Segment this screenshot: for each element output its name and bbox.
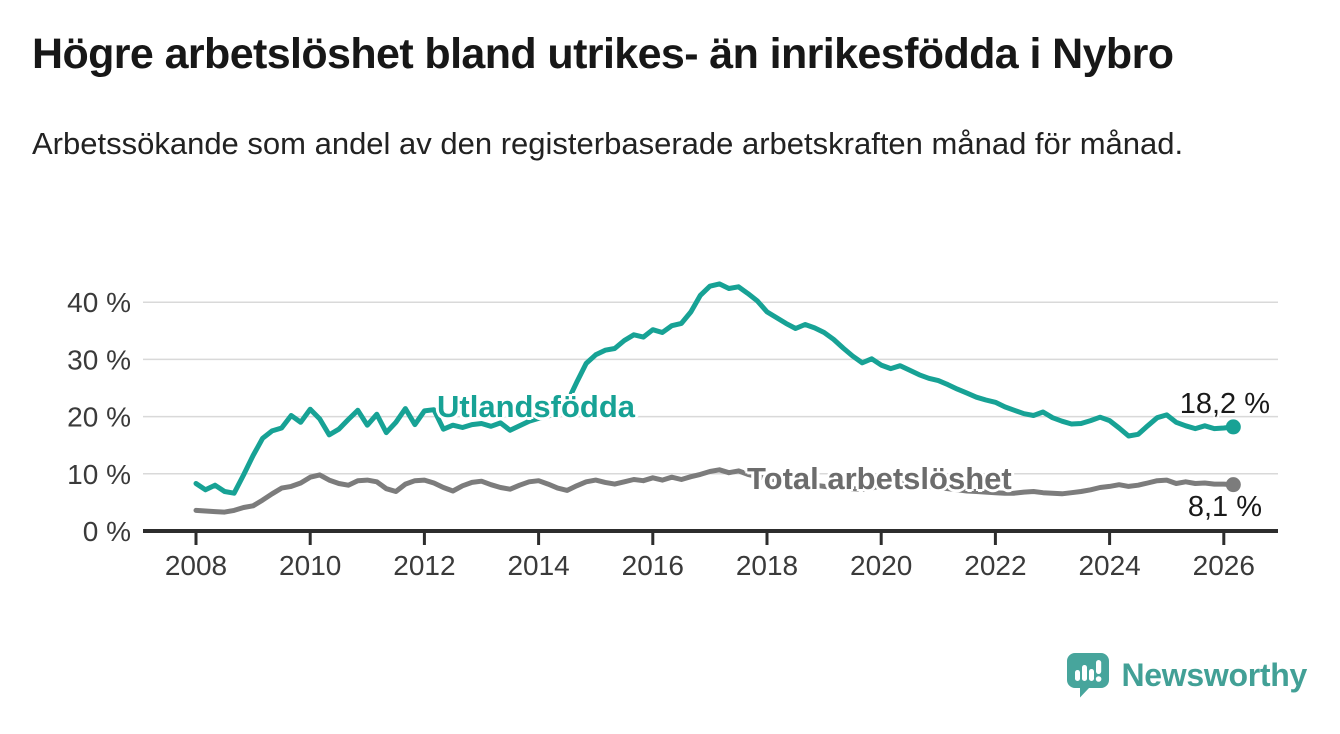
y-axis-label: 20 % <box>67 402 131 433</box>
x-axis-label: 2022 <box>964 550 1026 581</box>
x-axis-label: 2014 <box>507 550 569 581</box>
x-axis-label: 2012 <box>393 550 455 581</box>
page-subtitle: Arbetssökande som andel av den registerb… <box>32 126 1184 161</box>
newsworthy-logo: Newsworthy <box>1065 652 1308 698</box>
y-axis-label: 40 % <box>67 287 131 318</box>
newsworthy-bubble-chart-icon <box>1066 653 1109 698</box>
x-axis-label: 2008 <box>165 550 227 581</box>
x-axis-label: 2016 <box>622 550 684 581</box>
utlandsfodda-line <box>193 281 1236 496</box>
end-value-label-total: 8,1 % <box>1187 491 1262 523</box>
total-arbetsloshet-end-dot <box>1225 477 1241 493</box>
y-axis-label: 10 % <box>67 459 131 490</box>
series-label-utlandsfodda: Utlandsfödda <box>437 389 636 424</box>
x-axis-label: 2010 <box>279 550 341 581</box>
end-value-label-utlandsfodda: 18,2 % <box>1179 388 1270 420</box>
x-axis-label: 2018 <box>736 550 798 581</box>
y-axis-label: 0 % <box>83 516 131 547</box>
series-label-total-arbetsloshet: Total arbetslöshet <box>747 461 1012 496</box>
utlandsfodda-end-dot <box>1225 419 1241 435</box>
x-axis-label: 2024 <box>1078 550 1140 581</box>
newsworthy-wordmark: Newsworthy <box>1121 656 1308 693</box>
total-arbetsloshet-line <box>193 467 1236 515</box>
x-axis-label: 2020 <box>850 550 912 581</box>
page-title: Högre arbetslöshet bland utrikes- än inr… <box>32 30 1174 78</box>
y-axis-label: 30 % <box>67 344 131 375</box>
x-axis-label: 2026 <box>1193 550 1255 581</box>
